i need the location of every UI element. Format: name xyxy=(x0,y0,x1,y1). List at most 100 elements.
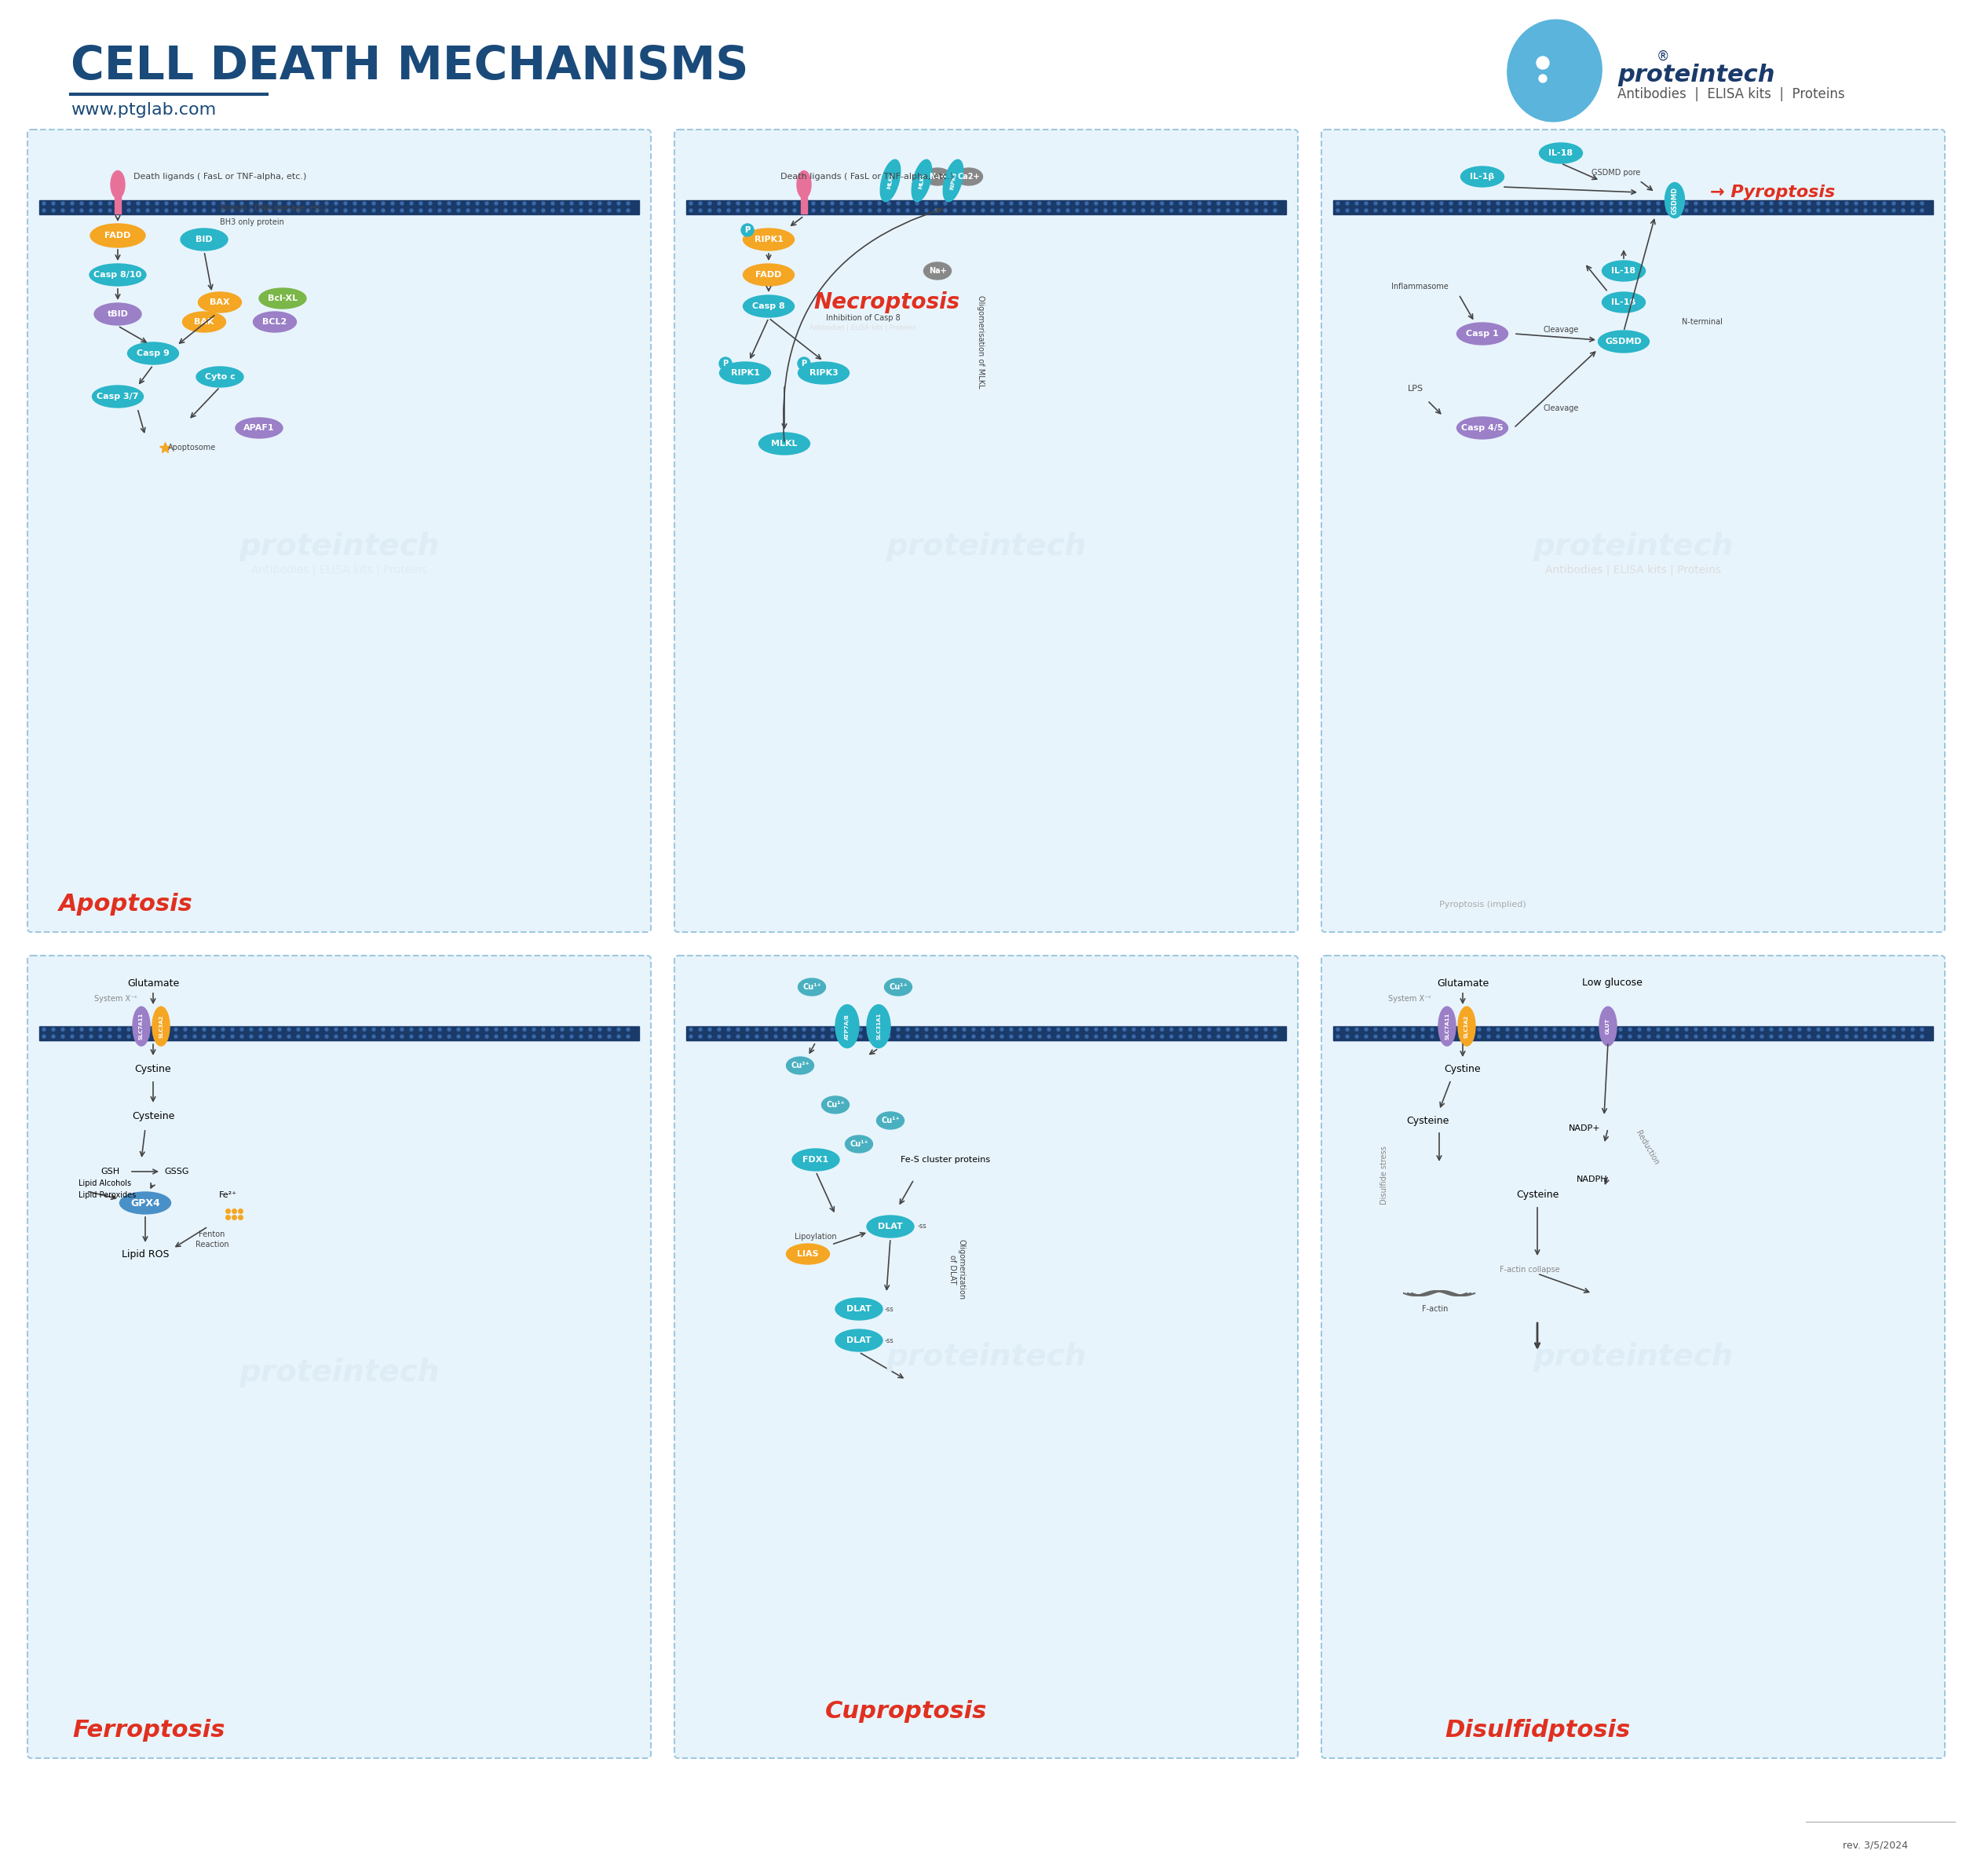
Circle shape xyxy=(203,202,205,204)
Circle shape xyxy=(1346,1035,1350,1039)
Circle shape xyxy=(533,210,535,212)
Circle shape xyxy=(1356,210,1358,212)
Text: SLC31A1: SLC31A1 xyxy=(877,1013,881,1039)
Circle shape xyxy=(1666,1028,1670,1031)
Circle shape xyxy=(1394,210,1396,212)
Circle shape xyxy=(1336,210,1340,212)
Circle shape xyxy=(1845,202,1849,204)
Circle shape xyxy=(1217,210,1221,212)
Circle shape xyxy=(62,1028,64,1031)
Circle shape xyxy=(109,202,111,204)
Circle shape xyxy=(793,210,795,212)
Circle shape xyxy=(155,1028,159,1031)
Text: Cu²⁺: Cu²⁺ xyxy=(791,1061,809,1069)
Circle shape xyxy=(475,202,479,204)
Circle shape xyxy=(278,210,280,212)
Circle shape xyxy=(1835,1028,1839,1031)
Circle shape xyxy=(543,1035,545,1039)
Circle shape xyxy=(765,1028,767,1031)
Circle shape xyxy=(1910,1028,1914,1031)
Text: P: P xyxy=(724,359,728,367)
Ellipse shape xyxy=(235,417,282,438)
Circle shape xyxy=(1123,210,1125,212)
Text: Pyroptosis (implied): Pyroptosis (implied) xyxy=(1439,900,1527,908)
Circle shape xyxy=(467,202,469,204)
Circle shape xyxy=(447,210,451,212)
Circle shape xyxy=(571,202,573,204)
Circle shape xyxy=(990,1028,994,1031)
Circle shape xyxy=(598,210,602,212)
Circle shape xyxy=(1487,210,1491,212)
Circle shape xyxy=(523,202,527,204)
Circle shape xyxy=(400,210,404,212)
Circle shape xyxy=(841,1035,843,1039)
Circle shape xyxy=(354,210,356,212)
Circle shape xyxy=(1714,1035,1716,1039)
Text: Casp 9: Casp 9 xyxy=(137,350,169,358)
Circle shape xyxy=(1384,210,1386,212)
Circle shape xyxy=(1714,1028,1716,1031)
Text: Apoptosis: Apoptosis xyxy=(58,893,193,915)
Circle shape xyxy=(278,1028,280,1031)
Circle shape xyxy=(221,210,225,212)
Circle shape xyxy=(1028,1035,1032,1039)
Circle shape xyxy=(457,202,459,204)
Circle shape xyxy=(1497,1035,1499,1039)
Circle shape xyxy=(1883,1028,1887,1031)
Circle shape xyxy=(1237,1028,1239,1031)
Circle shape xyxy=(165,1028,169,1031)
Circle shape xyxy=(410,210,414,212)
Circle shape xyxy=(1469,1035,1471,1039)
Circle shape xyxy=(1656,210,1660,212)
Circle shape xyxy=(1133,1035,1135,1039)
Circle shape xyxy=(278,202,280,204)
Circle shape xyxy=(934,210,938,212)
Circle shape xyxy=(258,210,262,212)
Circle shape xyxy=(127,210,131,212)
Circle shape xyxy=(1855,202,1857,204)
Circle shape xyxy=(241,210,243,212)
Text: FADD: FADD xyxy=(105,232,131,240)
Circle shape xyxy=(42,1035,46,1039)
Ellipse shape xyxy=(1457,1007,1475,1046)
Circle shape xyxy=(392,1028,394,1031)
Circle shape xyxy=(231,210,235,212)
Text: MLKL: MLKL xyxy=(771,440,797,447)
Circle shape xyxy=(755,202,759,204)
Circle shape xyxy=(1704,1035,1708,1039)
Circle shape xyxy=(803,202,805,204)
Circle shape xyxy=(1628,202,1632,204)
Circle shape xyxy=(457,210,459,212)
Ellipse shape xyxy=(720,361,771,384)
Circle shape xyxy=(1883,210,1887,212)
Circle shape xyxy=(372,1035,376,1039)
Circle shape xyxy=(616,202,620,204)
Circle shape xyxy=(382,210,386,212)
Text: Lipid ROS: Lipid ROS xyxy=(121,1249,169,1260)
Circle shape xyxy=(1563,1028,1567,1031)
Circle shape xyxy=(1169,1028,1173,1031)
Circle shape xyxy=(543,210,545,212)
Circle shape xyxy=(1515,210,1519,212)
Circle shape xyxy=(52,202,56,204)
Circle shape xyxy=(296,202,300,204)
Bar xyxy=(1334,200,1932,215)
Circle shape xyxy=(1779,202,1783,204)
Circle shape xyxy=(797,358,811,371)
Circle shape xyxy=(907,210,909,212)
Circle shape xyxy=(175,1028,177,1031)
Text: BID: BID xyxy=(195,236,213,243)
Circle shape xyxy=(1402,210,1406,212)
Circle shape xyxy=(1732,210,1736,212)
Text: IL-1β: IL-1β xyxy=(1469,172,1495,180)
Text: Bcl-XL: Bcl-XL xyxy=(268,294,298,301)
Circle shape xyxy=(1590,1035,1594,1039)
Text: Disulfidptosis: Disulfidptosis xyxy=(1445,1718,1630,1743)
Circle shape xyxy=(1865,1028,1867,1031)
Text: BAK: BAK xyxy=(195,318,215,326)
Circle shape xyxy=(296,210,300,212)
Circle shape xyxy=(1058,1035,1060,1039)
Circle shape xyxy=(720,358,732,371)
Circle shape xyxy=(1346,210,1350,212)
Ellipse shape xyxy=(924,168,950,185)
